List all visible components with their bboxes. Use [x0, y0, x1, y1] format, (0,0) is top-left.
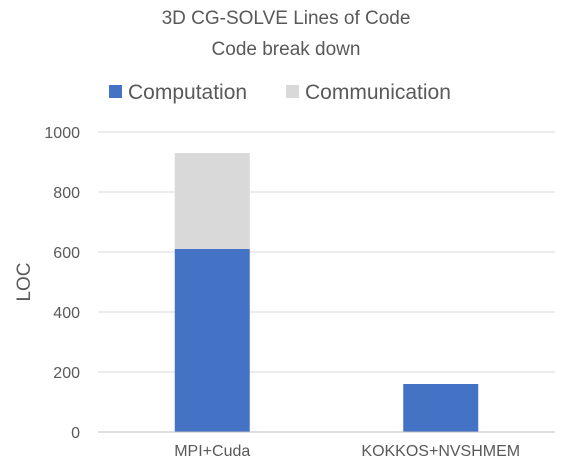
chart-subtitle: Code break down: [212, 39, 361, 60]
x-tick-label: KOKKOS+NVSHMEM: [361, 443, 520, 460]
chart-title: 3D CG-SOLVE Lines of Code: [162, 8, 411, 29]
bar-communication-0: [174, 153, 250, 249]
y-tick-label: 800: [53, 185, 80, 202]
legend-label-communication: Communication: [305, 81, 451, 104]
legend-swatch-communication: [286, 85, 299, 98]
bars: [174, 153, 479, 432]
legend: Computation Communication: [109, 81, 451, 104]
bar-computation-0: [174, 249, 250, 432]
legend-swatch-computation: [109, 85, 122, 98]
y-axis-label: LOC: [14, 262, 35, 301]
bar-computation-1: [403, 384, 479, 432]
y-axis-ticks: 0 200 400 600 800 1000: [44, 125, 80, 442]
x-axis-ticks: MPI+Cuda KOKKOS+NVSHMEM: [174, 443, 520, 460]
x-tick-label: MPI+Cuda: [174, 443, 250, 460]
y-tick-label: 600: [53, 245, 80, 262]
y-tick-label: 1000: [44, 125, 80, 142]
y-tick-label: 200: [53, 365, 80, 382]
y-tick-label: 0: [71, 425, 80, 442]
y-tick-label: 400: [53, 305, 80, 322]
gridlines: [98, 131, 555, 373]
legend-label-computation: Computation: [128, 81, 247, 104]
